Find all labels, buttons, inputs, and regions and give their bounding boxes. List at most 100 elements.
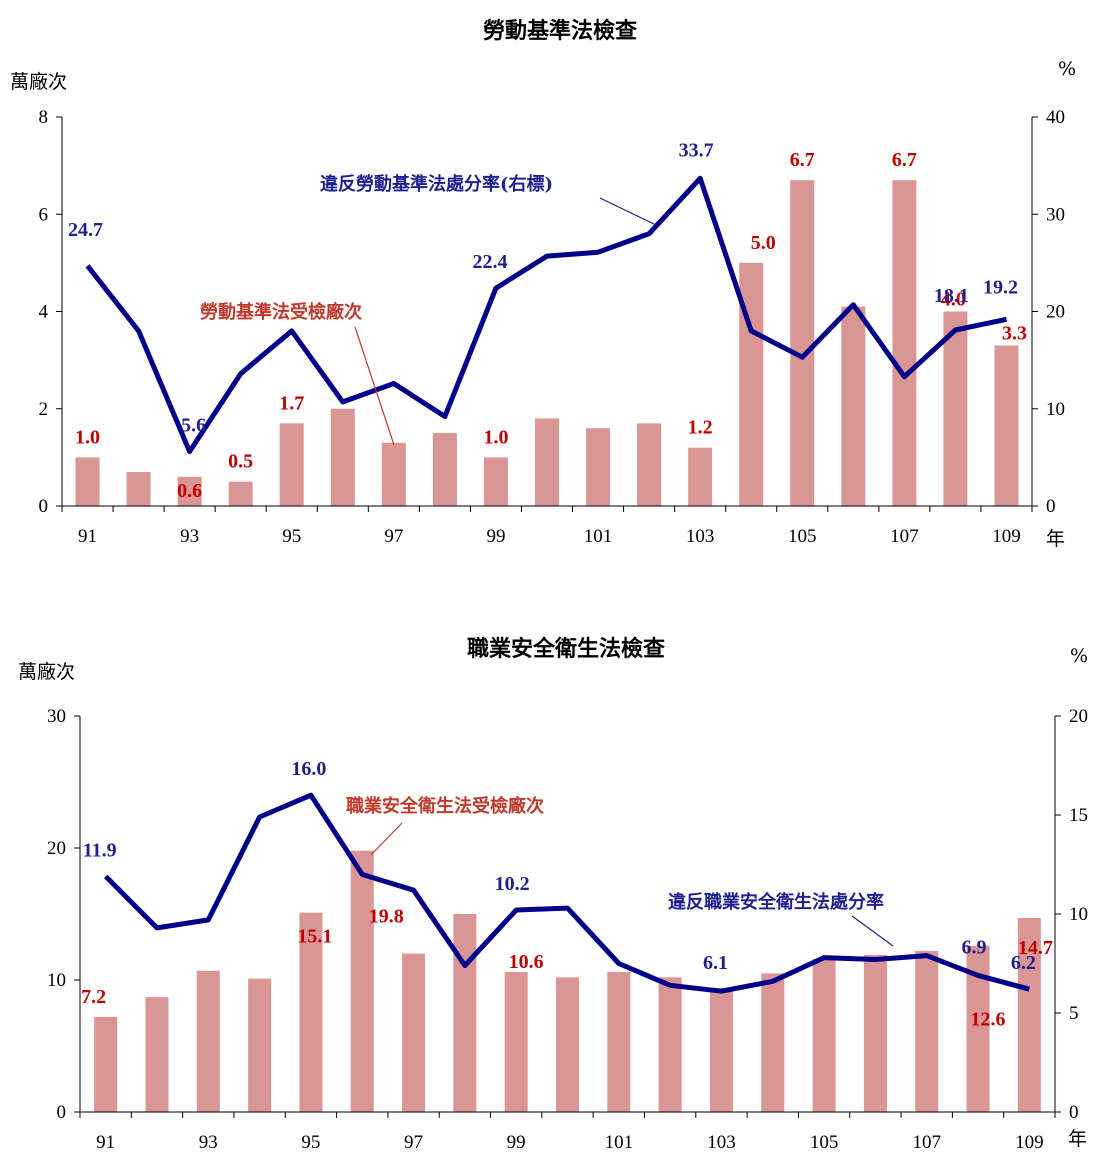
line-value-label: 5.6	[181, 415, 206, 437]
bar-value-label: 1.0	[483, 426, 508, 448]
bar	[299, 912, 323, 1112]
rate-line	[103, 792, 1030, 994]
bar	[966, 945, 990, 1112]
bar	[126, 471, 151, 506]
right-tick-label: 30	[1046, 204, 1065, 225]
left-unit-label: 萬廠次	[10, 70, 67, 93]
bar	[504, 972, 528, 1112]
bar-value-label: 12.6	[971, 1009, 1006, 1031]
bar	[892, 180, 917, 506]
bar-value-label: 6.7	[892, 149, 917, 171]
x-tick-label: 99	[486, 526, 505, 547]
bar	[402, 953, 426, 1112]
chart-title: 職業安全衛生法檢查	[467, 636, 665, 662]
x-tick-label: 93	[180, 526, 199, 547]
left-tick-label: 30	[47, 706, 66, 727]
bar-series-annotation: 勞動基準法受檢廠次	[200, 301, 362, 323]
bar	[915, 950, 939, 1112]
x-tick-label: 103	[707, 1132, 736, 1153]
left-tick-label: 6	[39, 204, 49, 225]
right-tick-label: 5	[1069, 1003, 1079, 1024]
x-unit-label: 年	[1068, 1128, 1087, 1150]
line-value-label: 6.2	[1011, 952, 1036, 974]
left-tick-label: 0	[39, 496, 49, 517]
bar	[228, 481, 253, 506]
bar	[586, 428, 611, 506]
right-tick-label: 0	[1069, 1102, 1079, 1123]
bar	[994, 345, 1019, 506]
bar	[761, 973, 785, 1112]
occupational-safety-svg: 職業安全衛生法檢查 萬廠次 % 年 0 10 20 30 0 5 10 15 20 91 93 95 9…	[18, 636, 1088, 1153]
bar-value-label: 0.6	[177, 480, 202, 502]
right-unit-label: %	[1070, 645, 1088, 667]
bar	[75, 457, 100, 506]
x-tick-label: 99	[507, 1132, 526, 1153]
bar-value-label: 19.8	[369, 906, 404, 928]
x-tick-label: 93	[199, 1132, 218, 1153]
line-value-label: 33.7	[679, 139, 714, 161]
line-series-annotation: 違反職業安全衛生法處分率	[668, 891, 884, 913]
left-tick-label: 8	[39, 107, 49, 128]
bar-value-label: 5.0	[751, 232, 776, 254]
line-value-label: 18.1	[934, 285, 969, 307]
right-tick-label: 10	[1069, 904, 1088, 925]
bar	[863, 954, 887, 1112]
line-value-label: 6.1	[703, 952, 728, 974]
left-tick-label: 4	[39, 302, 49, 323]
bar	[535, 418, 559, 506]
bar	[1017, 917, 1041, 1112]
line-value-label: 19.2	[983, 276, 1018, 298]
left-tick-label: 20	[47, 838, 66, 859]
labor-standards-chart: 勞動基準法檢查 萬廠次 % 年 0 2 4 6 8 0 10 20 30 40 91 93 95 97 99…	[10, 18, 1076, 550]
x-tick-label: 97	[404, 1132, 423, 1153]
bar	[94, 1016, 118, 1112]
bar-value-label: 15.1	[297, 926, 332, 948]
bar	[658, 977, 682, 1112]
bar-value-label: 4.0	[941, 289, 966, 311]
bar-value-label: 6.7	[790, 149, 815, 171]
line-value-label: 24.7	[68, 219, 103, 241]
bar	[812, 958, 836, 1112]
bar	[453, 914, 477, 1112]
bar	[637, 423, 662, 506]
right-tick-label: 20	[1069, 706, 1088, 727]
x-tick-label: 91	[78, 526, 97, 547]
line-value-label: 10.2	[495, 873, 530, 895]
right-tick-label: 0	[1046, 496, 1056, 517]
bar-value-label: 0.5	[228, 451, 253, 473]
bar	[790, 180, 815, 506]
bar-annotation-leader	[370, 822, 403, 856]
bar	[177, 476, 202, 506]
bar	[709, 987, 733, 1112]
line-annotation-leader	[851, 915, 894, 947]
bar	[248, 978, 272, 1112]
left-tick-label: 2	[39, 399, 49, 420]
plot-area: 0 2 4 6 8 0 10 20 30 40 91 93 95 97 99 101 103 105 107 109 1…	[39, 107, 1066, 547]
labor-standards-svg: 勞動基準法檢查 萬廠次 % 年 0 2 4 6 8 0 10 20 30 40 91 93 95 97 99…	[10, 18, 1076, 550]
line-value-label: 11.9	[83, 839, 117, 861]
bar-value-label: 14.7	[1018, 937, 1053, 959]
bar-annotation-leader	[354, 326, 395, 446]
right-unit-label: %	[1058, 58, 1076, 80]
occupational-safety-chart: 職業安全衛生法檢查 萬廠次 % 年 0 10 20 30 0 5 10 15 20 91 93 95 9…	[0, 580, 1104, 1153]
right-tick-label: 40	[1046, 107, 1065, 128]
left-tick-label: 10	[47, 970, 66, 991]
line-value-label: 6.9	[962, 936, 987, 958]
bar	[688, 447, 713, 506]
x-tick-label: 105	[810, 1132, 839, 1153]
bar	[483, 457, 508, 506]
line-value-label: 16.0	[291, 758, 326, 780]
x-tick-label: 95	[282, 526, 301, 547]
bar-value-label: 1.7	[279, 392, 304, 414]
bar	[350, 850, 374, 1112]
line-series-annotation: 違反勞動基準法處分率(右標)	[320, 173, 553, 195]
bar	[145, 997, 169, 1112]
x-tick-label: 101	[584, 526, 613, 547]
x-tick-label: 107	[890, 526, 919, 547]
x-tick-label: 97	[384, 526, 403, 547]
bar	[607, 972, 631, 1112]
x-tick-label: 107	[912, 1132, 941, 1153]
x-tick-label: 103	[686, 526, 715, 547]
bar-value-label: 7.2	[81, 986, 106, 1008]
bar-value-label: 1.0	[75, 426, 100, 448]
